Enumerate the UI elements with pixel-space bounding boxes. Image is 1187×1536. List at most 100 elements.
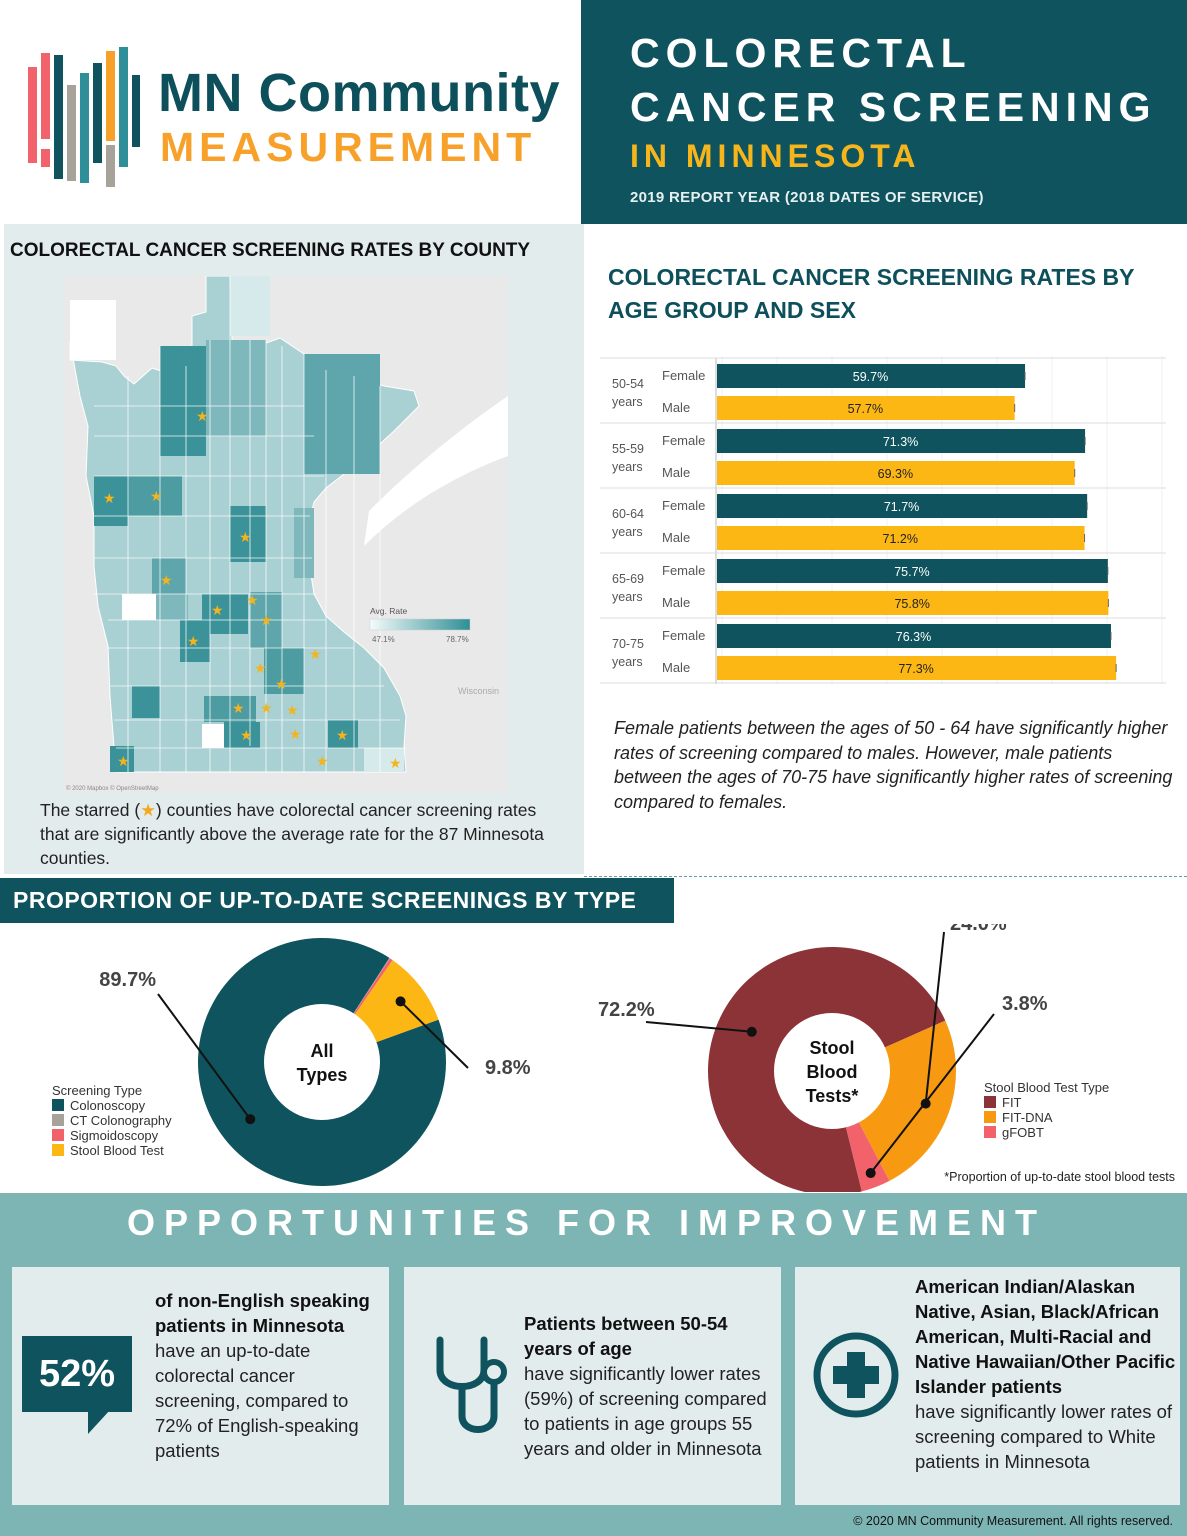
opportunities-heading: OPPORTUNITIES FOR IMPROVEMENT	[126, 1202, 1047, 1243]
svg-text:★: ★	[275, 677, 288, 693]
bar-value-label: 57.7%	[848, 402, 883, 416]
callout-line	[157, 993, 252, 1120]
map-legend-min: 47.1%	[372, 635, 395, 644]
bar	[717, 396, 1015, 420]
bar-value-label: 71.3%	[883, 435, 918, 449]
card2-bold: Patients between 50-54 years of age	[524, 1313, 728, 1359]
category-label: 65-69 years	[612, 572, 644, 604]
series-label: Female	[662, 628, 705, 643]
svg-text:★: ★	[389, 756, 402, 772]
card1-body: have an up-to-date colorectal cancer scr…	[155, 1340, 359, 1461]
svg-text:★: ★	[286, 703, 299, 719]
legend-item-ct-colonography: CT Colonography	[52, 1113, 172, 1128]
category-label: 70-75 years	[612, 637, 644, 669]
legend-item-gfobt: gFOBT	[984, 1125, 1109, 1140]
svg-text:★: ★	[117, 754, 130, 770]
callout-dot	[395, 996, 406, 1007]
minnesota-map: ★ ★ ★ ★ ★ ★ ★ ★ ★ ★ ★ ★ ★ ★ ★ ★ ★ ★ ★ ★ …	[64, 276, 508, 792]
stool-test-footnote: *Proportion of up-to-date stool blood te…	[944, 1170, 1175, 1184]
legend-item-stool-blood-test: Stool Blood Test	[52, 1143, 172, 1158]
bar	[717, 526, 1085, 550]
speech-bubble-icon: 52%	[22, 1336, 132, 1412]
legend-swatch	[984, 1111, 996, 1123]
legend-swatch	[52, 1099, 64, 1111]
callout-dot	[746, 1026, 757, 1037]
slice-value-label: 89.7%	[99, 969, 156, 991]
series-label: Male	[662, 400, 690, 415]
donut-charts-svg: All Types 89.7% 9.8% Stool Blood Tests* 72.2% 24…	[99, 913, 1048, 1195]
svg-text:★: ★	[289, 727, 302, 743]
bar-value-label: 71.7%	[884, 500, 919, 514]
svg-text:★: ★	[260, 701, 273, 717]
map-legend-title: Avg. Rate	[370, 606, 407, 616]
svg-text:★: ★	[239, 530, 252, 546]
county-borders	[94, 276, 406, 772]
bar	[717, 656, 1117, 680]
section-divider	[584, 876, 1187, 877]
svg-text:★: ★	[254, 661, 267, 677]
donut-center-label: Types	[297, 1065, 348, 1085]
series-label: Female	[662, 368, 705, 383]
bar-value-label: 75.7%	[894, 565, 929, 579]
speech-bubble-tail	[88, 1410, 110, 1434]
category-label: 50-54 years	[612, 377, 644, 409]
bar-value-label: 75.8%	[894, 597, 929, 611]
series-label: Male	[662, 660, 690, 675]
slice-value-label: 72.2%	[598, 999, 655, 1021]
bar-chart-note: Female patients between the ages of 50 -…	[614, 718, 1173, 812]
legend-item-colonoscopy: Colonoscopy	[52, 1098, 172, 1113]
donut-hole	[774, 1013, 890, 1129]
svg-text:★: ★	[260, 613, 273, 629]
bar-value-label: 77.3%	[898, 662, 933, 676]
slice-value-label: 24.0%	[950, 924, 1007, 935]
age-sex-bar-chart: 50-54 years Female 59.7% Male 57.7% 55-59 years…	[600, 356, 1166, 686]
donut-hole	[264, 1004, 380, 1120]
card2-text: Patients between 50-54 years of age have…	[524, 1311, 774, 1461]
svg-text:★: ★	[196, 409, 209, 425]
donut-center-label: Blood	[807, 1062, 858, 1082]
svg-text:★: ★	[232, 701, 245, 717]
series-label: Male	[662, 530, 690, 545]
bar	[717, 494, 1088, 518]
bar	[717, 461, 1075, 485]
map-label-wisconsin: Wisconsin	[458, 686, 499, 696]
bar-value-label: 71.2%	[883, 532, 918, 546]
map-legend-gradient	[369, 618, 471, 631]
callout-line	[399, 1000, 469, 1069]
svg-text:★: ★	[246, 593, 259, 609]
series-label: Male	[662, 465, 690, 480]
card3-body: have significantly lower rates of screen…	[915, 1401, 1173, 1472]
screening-types-banner	[0, 878, 674, 923]
svg-text:★: ★	[160, 573, 173, 589]
svg-text:★: ★	[150, 489, 163, 505]
bar	[717, 429, 1086, 453]
logo-bars-icon	[28, 47, 140, 187]
medical-cross-icon	[813, 1332, 899, 1418]
lake-superior	[364, 396, 508, 546]
bar-value-label: 59.7%	[853, 370, 888, 384]
callout-line	[645, 1021, 752, 1033]
svg-text:★: ★	[187, 634, 200, 650]
screening-donut-charts: All Types 89.7% 9.8% Stool Blood Tests* 72.2% 24…	[0, 913, 1187, 1195]
category-label: 60-64 years	[612, 507, 644, 539]
legend-swatch	[52, 1129, 64, 1141]
donut-center-label: Tests*	[806, 1086, 859, 1106]
stool-test-legend: Stool Blood Test Type FIT FIT-DNA gFOBT	[984, 1080, 1109, 1140]
bar-chart-title: COLORECTAL CANCER SCREENING RATES BY AGE…	[608, 264, 1135, 323]
org-name-measurement: MEASUREMENT	[160, 124, 537, 170]
callout-dot	[865, 1168, 876, 1179]
bar	[717, 559, 1108, 583]
callout-line	[869, 1013, 995, 1174]
callout-line	[924, 931, 945, 1104]
page-title-line2: CANCER SCREENING	[630, 84, 1157, 130]
bar-value-label: 69.3%	[878, 467, 913, 481]
legend-item-fit-dna: FIT-DNA	[984, 1110, 1109, 1125]
card3-text: American Indian/Alaskan Native, Asian, B…	[915, 1274, 1177, 1474]
svg-text:★: ★	[316, 754, 329, 770]
map-note-part1: The starred (	[40, 800, 141, 820]
legend-swatch	[984, 1096, 996, 1108]
bar-value-label: 76.3%	[896, 630, 931, 644]
svg-text:★: ★	[240, 728, 253, 744]
legend-swatch	[52, 1144, 64, 1156]
bar	[717, 364, 1026, 388]
